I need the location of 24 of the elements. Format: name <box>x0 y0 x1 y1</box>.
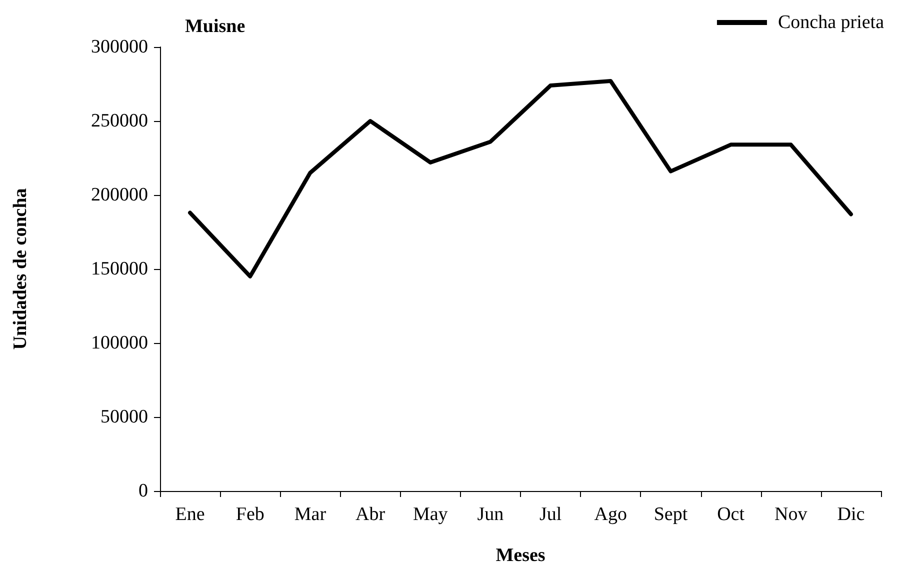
legend-label: Concha prieta <box>778 12 885 33</box>
x-tick-label: Oct <box>717 504 746 525</box>
y-tick-label: 50000 <box>100 406 148 428</box>
x-tick-label: Jun <box>477 504 504 525</box>
y-tick-label: 150000 <box>91 258 148 280</box>
x-tick-label: Feb <box>236 504 264 525</box>
x-tick-label: May <box>412 504 448 525</box>
x-tick-label: Abr <box>356 504 386 525</box>
x-tick-label: Ene <box>175 504 205 525</box>
x-tick-label: Jul <box>539 504 562 525</box>
x-axis-title: Meses <box>496 545 546 566</box>
y-tick-label: 300000 <box>91 36 148 58</box>
line-series <box>188 79 853 278</box>
y-tick-label: 0 <box>138 480 148 502</box>
x-tick-label: Ago <box>594 504 627 525</box>
y-tick-label: 100000 <box>91 332 148 354</box>
y-tick-label: 250000 <box>91 110 148 132</box>
x-tick-label: Sept <box>654 504 688 525</box>
chart-title: Muisne <box>185 16 246 37</box>
x-tick-label: Dic <box>837 504 865 525</box>
y-axis-title: Unidades de concha <box>10 188 31 350</box>
x-tick-label: Nov <box>774 504 808 525</box>
y-tick-label: 200000 <box>91 184 148 206</box>
x-tick-label: Mar <box>294 504 327 525</box>
